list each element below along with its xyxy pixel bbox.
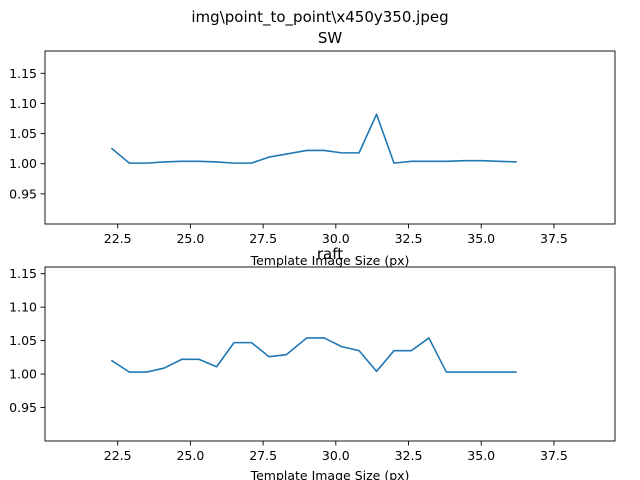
subplot-raft: raft 22.5 25.0 27.5 30.0 32.5 35.0 37.5 0.95 1.0… xyxy=(9,245,616,480)
x-tick-label-sw: 30.0 xyxy=(322,231,350,246)
x-tick-label-sw: 32.5 xyxy=(395,231,423,246)
y-tick-label-sw: 1.00 xyxy=(9,156,37,171)
y-tick-label-sw: 1.15 xyxy=(9,66,37,81)
series-line-raft xyxy=(111,337,517,373)
subplot-sw: SW 22.5 25.0 27.5 30.0 32.5 35.0 37.5 0.95 1.00 1… xyxy=(9,29,616,268)
plot-area-sw: 22.5 25.0 27.5 30.0 32.5 35.0 37.5 0.95 1.00 1.05… xyxy=(9,66,568,246)
figure-suptitle: img\point_to_point\x450y350.jpeg xyxy=(191,8,448,27)
axes-frame-sw xyxy=(44,50,616,225)
x-tick-label-sw: 35.0 xyxy=(467,231,495,246)
y-tick-label-sw: 1.10 xyxy=(9,96,37,111)
y-tick-label-raft: 1.00 xyxy=(9,367,37,382)
x-tick-label-raft: 32.5 xyxy=(395,448,423,463)
y-tick-label-raft: 0.95 xyxy=(9,400,37,415)
y-tick-label-sw: 1.05 xyxy=(9,126,37,141)
x-tick-label-raft: 35.0 xyxy=(467,448,495,463)
x-tick-label-sw: 37.5 xyxy=(540,231,568,246)
y-tick-label-raft: 1.15 xyxy=(9,266,37,281)
x-tick-label-sw: 25.0 xyxy=(176,231,204,246)
x-tick-label-sw: 27.5 xyxy=(249,231,277,246)
plot-area-raft: 22.5 25.0 27.5 30.0 32.5 35.0 37.5 0.95 1.00 1.05… xyxy=(9,266,568,463)
series-line-sw xyxy=(111,113,517,164)
subplot-title-sw: SW xyxy=(318,29,343,47)
y-tick-label-raft: 1.10 xyxy=(9,300,37,315)
y-tick-label-sw: 0.95 xyxy=(9,186,37,201)
x-tick-label-raft: 37.5 xyxy=(540,448,568,463)
subplot-title-raft: raft xyxy=(317,245,343,263)
x-axis-label-sw: Template Image Size (px) xyxy=(250,253,410,268)
axes-frame-raft xyxy=(44,266,616,442)
x-tick-label-raft: 25.0 xyxy=(176,448,204,463)
x-tick-label-sw: 22.5 xyxy=(104,231,132,246)
x-tick-label-raft: 30.0 xyxy=(322,448,350,463)
y-tick-label-raft: 1.05 xyxy=(9,333,37,348)
x-tick-label-raft: 22.5 xyxy=(104,448,132,463)
x-axis-label-raft: Template Image Size (px) xyxy=(250,468,410,480)
x-tick-label-raft: 27.5 xyxy=(249,448,277,463)
